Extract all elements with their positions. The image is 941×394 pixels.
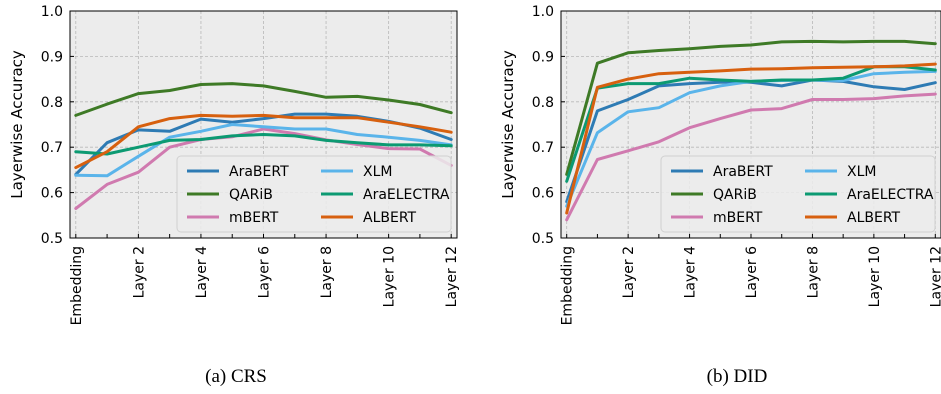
chart-panel-2: 0.5 0.6 0.7 0.8 0.9 1.0 Embedding Layer 2 Layer … [499,4,941,325]
y-tick-label: 0.7 [41,140,63,156]
legend-label: ALBERT [363,210,417,226]
legend-box [176,155,452,233]
legend-label: ALBERT [847,210,901,226]
legend-label: XLM [847,164,876,180]
x-tick-label: Layer 6 [257,246,273,298]
figure-caption: (a) CRS [205,366,267,387]
legend: AraBERT QARiB mBERT XLM AraELECTRA ALBERT [660,155,936,233]
series-line-albert [565,62,937,215]
series-line-araelectra [74,133,453,156]
y-tick-label: 0.5 [532,231,554,247]
series-line-xlm [74,123,453,178]
legend-label: QARiB [229,187,273,203]
y-tick-label: 0.6 [41,186,63,202]
y-tick-label: 0.9 [532,49,554,65]
y-tick-label: 0.7 [532,140,554,156]
x-tick-label: Layer 8 [319,246,335,298]
x-tick-label: Embedding [69,246,85,325]
x-tick-label: Layer 2 [131,246,147,298]
x-tick-label: Layer 12 [928,246,941,307]
y-tick-label: 0.9 [41,49,63,65]
x-tick-label: Layer 6 [744,246,760,298]
y-tick-label: 1.0 [532,4,554,20]
y-axis-label: Layerwise Accuracy [499,50,517,199]
x-tick-label: Layer 12 [444,246,460,307]
legend-label: AraBERT [229,164,289,180]
legend-label: mBERT [713,210,763,226]
x-tick-label: Layer 2 [621,246,637,298]
chart-panel-1: 0.5 0.6 0.7 0.8 0.9 1.0 Embedding Layer 2 Layer … [8,4,460,325]
legend-label: AraBERT [713,164,773,180]
x-tick-label: Layer 4 [683,246,699,298]
series-line-albert [74,113,453,170]
x-tick-label: Embedding [560,246,576,325]
y-tick-label: 1.0 [41,4,63,20]
y-tick-label: 0.8 [532,95,554,111]
legend-box [660,155,936,233]
series-line-mbert [565,92,937,222]
legend-label: AraELECTRA [847,187,934,203]
x-tick-label: Layer 8 [805,246,821,298]
y-tick-label: 0.8 [41,95,63,111]
legend-label: AraELECTRA [363,187,450,203]
figure-caption: (b) DID [707,366,768,387]
legend: AraBERT QARiB mBERT XLM AraELECTRA ALBERT [176,155,452,233]
legend-label: QARiB [713,187,757,203]
x-tick-label: Layer 10 [867,246,883,307]
y-tick-label: 0.5 [41,231,63,247]
x-tick-label: Layer 10 [382,246,398,307]
series-line-qarib [565,39,937,176]
series-line-mbert [74,127,453,210]
y-axis-label: Layerwise Accuracy [8,50,26,199]
series-line-qarib [74,82,453,117]
y-tick-label: 0.6 [532,186,554,202]
legend-label: XLM [363,164,392,180]
x-tick-label: Layer 4 [194,246,210,298]
legend-label: mBERT [229,210,279,226]
